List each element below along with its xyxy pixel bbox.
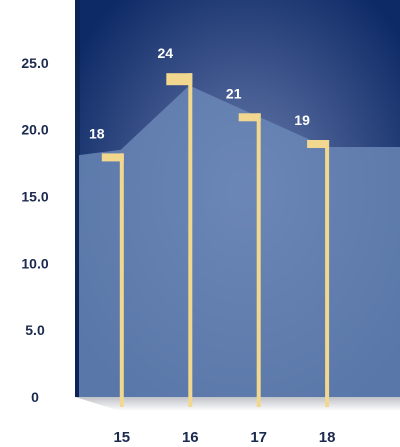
marker-flag — [166, 73, 193, 86]
x-tick-label: 17 — [250, 429, 267, 446]
marker-pole — [256, 113, 261, 408]
data-label: 19 — [294, 112, 310, 128]
data-labels: 18 24 21 19 — [89, 45, 310, 141]
marker-pole — [325, 140, 330, 407]
data-label: 24 — [158, 45, 174, 61]
data-label: 21 — [226, 85, 242, 101]
area-series — [79, 85, 400, 397]
marker-flag — [238, 113, 261, 122]
y-tick-label: 5.0 — [25, 322, 45, 338]
y-tick-label: 25.0 — [21, 55, 48, 71]
y-tick-label: 10.0 — [21, 255, 48, 271]
y-tick-label: 20.0 — [21, 122, 48, 138]
data-markers — [101, 73, 330, 408]
x-axis: 15 16 17 18 — [113, 429, 335, 446]
marker-pole — [188, 73, 193, 407]
x-tick-label: 18 — [319, 429, 336, 446]
marker-pole — [119, 153, 124, 407]
plot-left-edge — [75, 0, 80, 397]
y-tick-label: 0 — [31, 389, 39, 405]
y-tick-label: 15.0 — [21, 189, 48, 205]
x-tick-label: 15 — [113, 429, 130, 446]
x-tick-label: 16 — [182, 429, 199, 446]
y-axis: 0 5.0 10.0 15.0 20.0 25.0 — [21, 55, 48, 405]
marker-flag — [307, 140, 330, 148]
data-label: 18 — [89, 125, 105, 141]
plot-shadow — [75, 397, 400, 411]
marker-flag — [101, 153, 124, 162]
